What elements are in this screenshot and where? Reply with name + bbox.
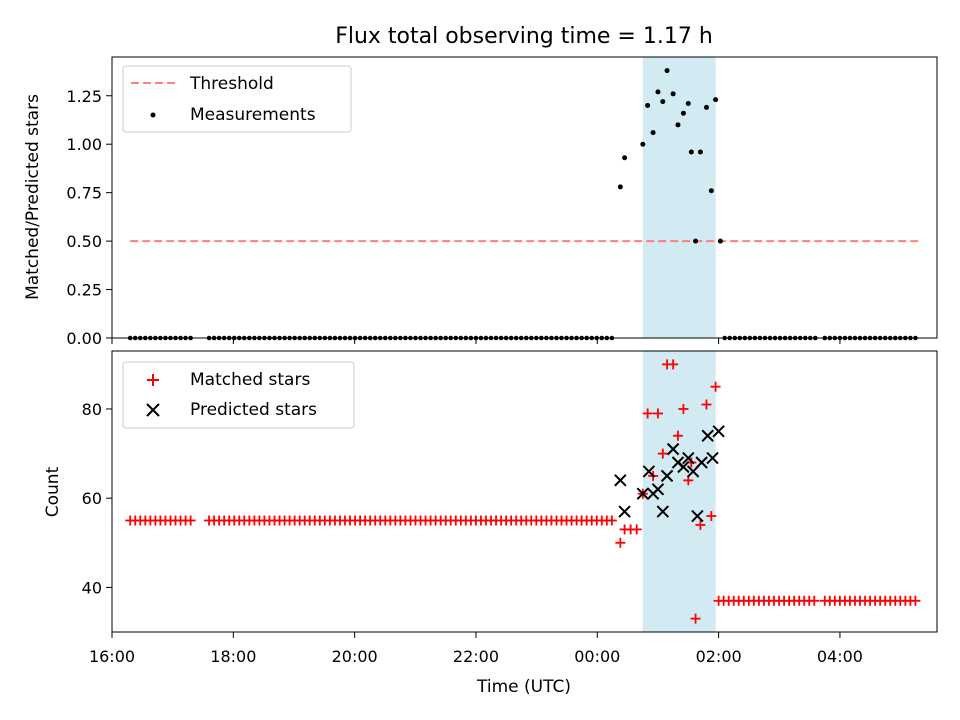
y-tick-label: 40	[82, 578, 102, 597]
measurement-point	[697, 149, 703, 155]
measurement-point	[693, 238, 699, 244]
measurement-point	[617, 184, 623, 190]
top-plot-frame	[111, 56, 938, 339]
matched-stars-point	[185, 515, 196, 526]
bottom-panel: 40 60 80 16:00 18:00 20:00 22:00 00:00 02:00 04:…	[43, 350, 938, 697]
predicted-stars-point	[695, 456, 708, 469]
predicted-stars-point	[618, 505, 631, 518]
top-legend-box	[122, 65, 352, 133]
matched-stars-point	[809, 595, 820, 606]
predicted-stars-point	[691, 509, 704, 523]
measurement-point	[717, 238, 723, 244]
predicted-stars-point	[651, 483, 665, 496]
matched-stars-point	[690, 613, 701, 624]
bottom-legend: Matched stars Predicted stars	[122, 361, 355, 429]
bottom-y-axis-label: Count	[43, 466, 63, 517]
legend-measurements-label: Measurements	[190, 105, 316, 125]
x-tick-label: 00:00	[574, 647, 620, 666]
matched-stars-point	[606, 515, 617, 526]
x-tick-label: 22:00	[453, 647, 499, 666]
predicted-stars-point	[656, 505, 670, 518]
top-legend: Threshold Measurements	[122, 65, 352, 133]
measurement-point	[688, 149, 694, 155]
measurement-point	[670, 91, 676, 97]
y-tick-label: 60	[82, 489, 102, 508]
matched-stars-point	[672, 430, 683, 441]
measurement-point	[713, 97, 719, 103]
predicted-stars-point	[701, 429, 714, 442]
y-tick-label: 0.00	[66, 329, 102, 348]
x-tick-label: 18:00	[210, 647, 256, 666]
observing-window-span	[642, 57, 716, 338]
x-tick-label: 04:00	[817, 647, 863, 666]
measurement-point	[675, 122, 681, 128]
matched-stars-point	[701, 399, 712, 410]
measurement-point	[622, 155, 628, 161]
predicted-stars-point	[677, 460, 690, 474]
predicted-stars-point	[660, 469, 674, 483]
x-tick-label: 20:00	[332, 647, 378, 666]
matched-stars-point	[657, 448, 668, 459]
chart-title: Flux total observing time = 1.17 h	[335, 24, 713, 49]
matched-stars-point	[642, 408, 653, 419]
matched-stars-point	[695, 519, 706, 530]
predicted-stars-point	[682, 451, 695, 465]
matched-stars-point	[668, 359, 679, 370]
legend-threshold-label: Threshold	[189, 74, 274, 94]
predicted-stars-point	[636, 487, 649, 500]
measurement-point	[640, 141, 646, 147]
predicted-stars-point	[706, 451, 719, 465]
x-axis-label: Time (UTC)	[476, 677, 571, 697]
predicted-stars-point	[712, 425, 725, 438]
matched-stars-point	[631, 524, 642, 535]
y-tick-label: 0.75	[66, 184, 102, 203]
y-tick-label: 1.25	[66, 87, 102, 106]
measurement-point	[680, 110, 686, 116]
y-tick-label: 0.50	[66, 232, 102, 251]
top-panel: 0.00 0.25 0.50 0.75 1.00 1.25 Matched/Predict…	[23, 56, 938, 348]
measurement-point	[645, 102, 651, 108]
legend-predicted-swatch	[146, 403, 160, 417]
measurement-point	[650, 130, 656, 136]
matched-stars-point	[710, 381, 721, 392]
matched-stars-point	[652, 408, 663, 419]
matched-stars-point	[910, 595, 921, 606]
matched-stars-point	[706, 511, 717, 522]
observing-window-span	[642, 351, 716, 632]
y-tick-label: 0.25	[66, 281, 102, 300]
predicted-stars-point	[666, 442, 680, 456]
measurement-point	[655, 89, 661, 95]
matched-stars-point	[615, 537, 626, 548]
measurement-point	[703, 104, 709, 110]
predicted-stars-point	[642, 465, 656, 478]
y-tick-label: 80	[82, 400, 102, 419]
legend-predicted-label: Predicted stars	[190, 400, 317, 420]
x-tick-label: 02:00	[696, 647, 742, 666]
legend-matched-label: Matched stars	[190, 370, 310, 390]
y-tick-label: 1.00	[66, 135, 102, 154]
measurement-point	[708, 188, 714, 194]
top-y-axis-label: Matched/Predicted stars	[23, 94, 43, 300]
x-tick-label: 16:00	[89, 647, 135, 666]
predicted-stars-point	[614, 474, 627, 487]
measurement-point	[664, 68, 670, 74]
bottom-plot-frame	[111, 350, 938, 633]
matched-stars-point	[678, 403, 689, 414]
legend-measurements-swatch	[150, 112, 156, 118]
measurement-point	[660, 99, 666, 105]
legend-matched-swatch	[147, 374, 159, 386]
measurement-point	[685, 101, 691, 107]
bottom-legend-box	[122, 361, 355, 429]
